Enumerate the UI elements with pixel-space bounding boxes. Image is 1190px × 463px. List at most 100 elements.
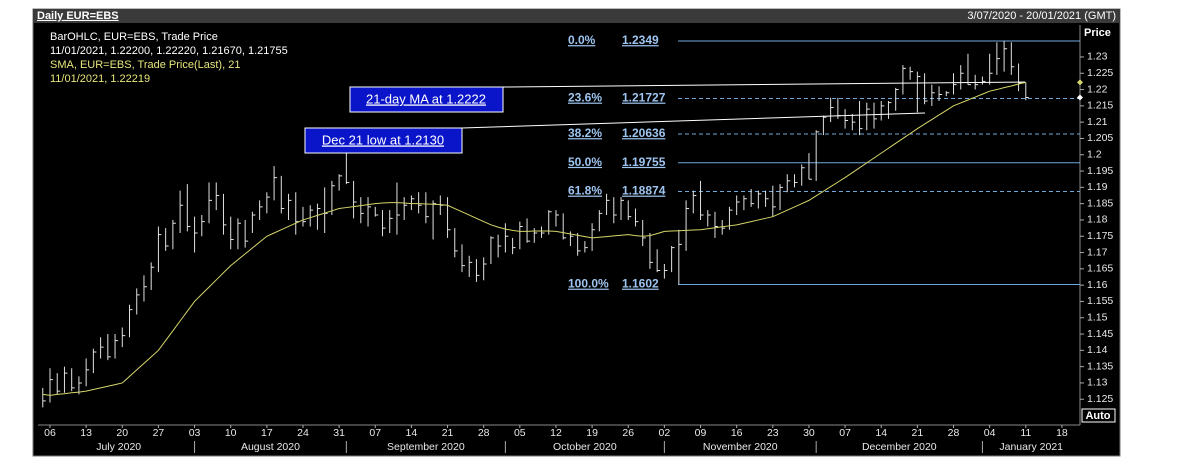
fib-pct-label: 0.0%: [568, 33, 596, 47]
month-label: January 2021: [999, 441, 1063, 453]
ohlc-bar: [201, 215, 205, 237]
ohlc-bar: [692, 190, 697, 214]
y-tick-label: 1.18: [1087, 214, 1108, 226]
ohlc-bar: [822, 115, 827, 136]
ohlc-bar: [490, 236, 494, 264]
month-label: December 2020: [862, 441, 937, 453]
x-tick-label: 30: [803, 427, 815, 439]
y-tick-label: 1.22: [1087, 83, 1108, 95]
y-tick-label: 1.15: [1087, 312, 1108, 324]
x-tick-label: 17: [261, 427, 273, 439]
x-tick-label: 06: [44, 427, 56, 439]
ohlc-bar: [844, 109, 849, 129]
ohlc-bar: [42, 387, 46, 408]
ohlc-bar: [497, 234, 502, 258]
y-tick-label: 1.16: [1087, 279, 1108, 291]
ohlc-bar: [389, 210, 393, 233]
y-tick-label: 1.185: [1087, 197, 1113, 209]
ohlc-bar: [750, 188, 755, 207]
ohlc-bar: [895, 87, 899, 111]
ohlc-bar: [938, 86, 943, 101]
ohlc-bar: [859, 100, 863, 136]
ohlc-bar: [454, 228, 458, 258]
ohlc-bar: [237, 218, 241, 250]
ohlc-bar: [512, 237, 516, 255]
ohlc-bar: [671, 246, 675, 273]
ohlc-bar: [700, 180, 704, 220]
annotation-box: [349, 86, 504, 113]
x-tick-label: 27: [153, 427, 165, 439]
month-label: July 2020: [96, 441, 141, 453]
ohlc-bar: [222, 193, 227, 235]
ohlc-bar: [663, 263, 668, 279]
legend-text: 11/01/2021, 1.22200, 1.22220, 1.21670, 1…: [50, 45, 288, 57]
ohlc-bar: [280, 175, 285, 214]
ohlc-bar: [714, 211, 718, 238]
y-tick-label: 1.225: [1087, 67, 1113, 79]
ohlc-bar: [916, 71, 921, 113]
ohlc-bar: [591, 223, 596, 251]
ohlc-bar: [114, 334, 119, 359]
x-tick-label: 24: [297, 427, 309, 439]
x-tick-label: 14: [406, 427, 418, 439]
ohlc-bar: [403, 197, 408, 220]
month-label: October 2020: [553, 441, 617, 453]
fib-value-label: 1.1602: [622, 277, 659, 291]
ohlc-bar: [143, 275, 147, 302]
legend-text: SMA, EUR=EBS, Trade Price(Last), 21: [50, 59, 240, 71]
ohlc-bar: [136, 288, 140, 315]
ohlc-bar: [121, 327, 126, 348]
ohlc-bar: [519, 221, 523, 250]
ohlc-bar: [367, 197, 372, 227]
y-tick-label: 1.145: [1087, 328, 1113, 340]
annotation-box: [304, 127, 463, 154]
header-bar: [33, 9, 1120, 23]
x-tick-label: 10: [225, 427, 237, 439]
ohlc-bar: [765, 190, 769, 207]
last-value-marker: [1077, 94, 1083, 101]
x-tick-label: 11: [1020, 427, 1031, 439]
ohlc-bar: [541, 226, 545, 238]
fib-pct-label: 23.6%: [568, 91, 602, 105]
y-tick-label: 1.195: [1087, 165, 1113, 177]
ohlc-bar: [678, 229, 682, 285]
ohlc-bar: [447, 197, 451, 238]
ohlc-bar: [1010, 42, 1015, 75]
last-value-marker: [1077, 79, 1083, 86]
ohlc-bar: [396, 182, 400, 235]
ohlc-bar: [71, 368, 75, 392]
ohlc-bar: [953, 73, 957, 95]
ohlc-bar: [902, 65, 906, 95]
ohlc-bar: [186, 184, 191, 232]
ohlc-bar: [996, 42, 1000, 75]
ohlc-bar: [649, 232, 653, 269]
auto-label[interactable]: Auto: [1085, 410, 1110, 422]
x-tick-label: 09: [695, 427, 707, 439]
ohlc-bar: [815, 130, 820, 181]
auto-button[interactable]: [1081, 408, 1116, 423]
ohlc-bar: [808, 153, 812, 180]
y-tick-label: 1.215: [1087, 100, 1113, 112]
ohlc-bar: [866, 102, 870, 131]
x-tick-label: 19: [586, 427, 598, 439]
ohlc-bar: [165, 228, 169, 251]
ohlc-bar: [374, 206, 379, 217]
ohlc-bar: [793, 174, 798, 188]
fib-value-label: 1.21727: [622, 91, 666, 105]
x-tick-label: 28: [948, 427, 960, 439]
x-tick-label: 21: [912, 427, 924, 439]
ohlc-bar: [634, 208, 639, 227]
ohlc-bar: [656, 249, 661, 273]
ohlc-bar: [381, 210, 386, 237]
ohlc-bar: [345, 151, 350, 185]
x-tick-label: 04: [984, 427, 996, 439]
ohlc-bar: [1025, 82, 1029, 101]
x-tick-label: 13: [80, 427, 92, 439]
ohlc-bar: [418, 192, 422, 214]
ohlc-bar: [743, 195, 747, 211]
ohlc-bar: [627, 200, 632, 220]
ohlc-bar: [316, 203, 321, 230]
ohlc-bar: [309, 205, 314, 227]
ohlc-bar: [880, 100, 885, 121]
ohlc-bar: [620, 197, 625, 220]
